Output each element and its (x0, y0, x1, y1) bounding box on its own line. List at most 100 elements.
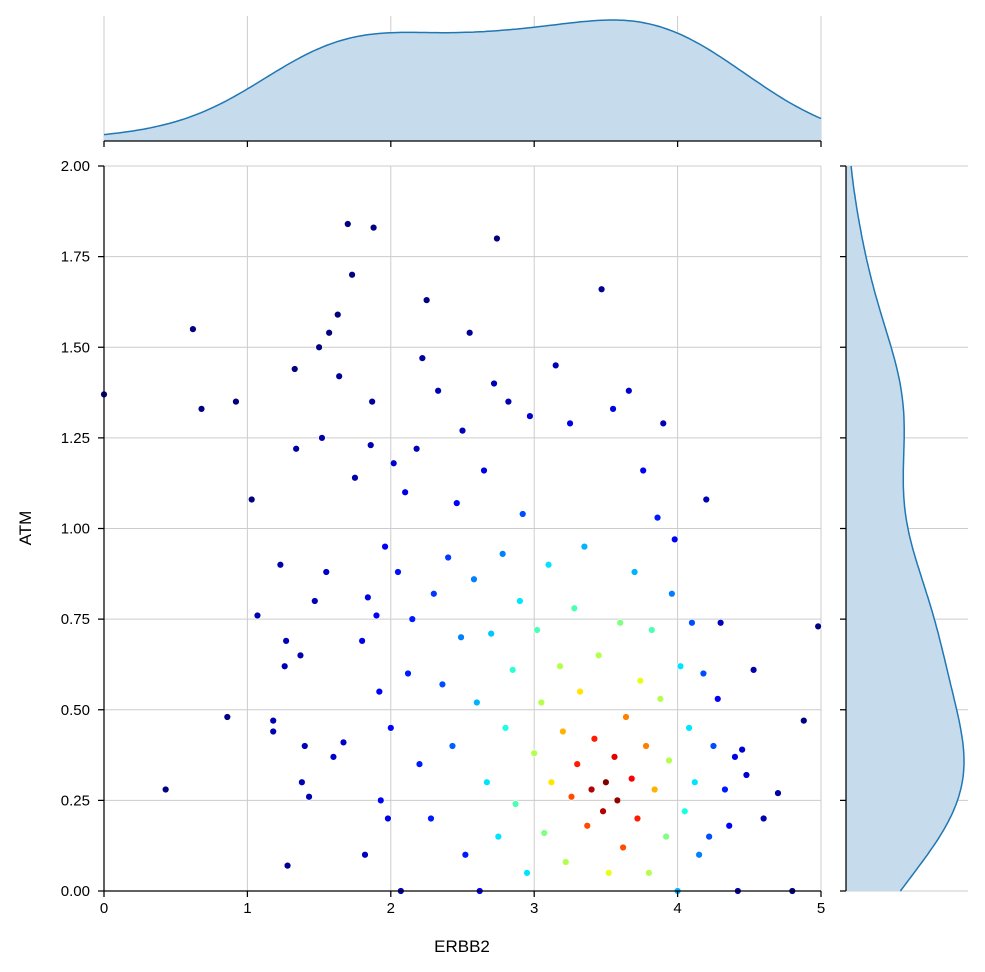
data-point (738, 745, 746, 754)
data-point (418, 354, 427, 362)
data-point (197, 405, 206, 413)
data-point (731, 753, 739, 761)
data-point (367, 441, 375, 449)
y-tick-label: 2.00 (61, 158, 90, 175)
data-point (269, 727, 277, 736)
data-point (339, 738, 348, 747)
data-point (412, 445, 421, 453)
data-point (602, 778, 610, 786)
data-point (223, 713, 232, 721)
x-tick-label: 5 (817, 900, 825, 917)
data-point (636, 677, 645, 685)
data-point (665, 756, 673, 765)
data-point (422, 296, 431, 304)
data-point (645, 869, 653, 877)
data-point (494, 832, 503, 841)
data-point (377, 796, 385, 805)
data-point (369, 223, 378, 232)
data-point (616, 619, 624, 627)
data-point (552, 361, 560, 370)
data-point (622, 713, 630, 721)
data-point (248, 495, 256, 504)
data-point (384, 814, 392, 823)
data-point (668, 590, 676, 598)
x-tick-label: 4 (673, 900, 681, 917)
data-point (351, 474, 359, 482)
data-point (404, 669, 412, 678)
y-tick-label: 0.25 (61, 792, 90, 809)
data-point (774, 789, 782, 797)
data-point (653, 513, 662, 522)
data-point (444, 553, 452, 562)
data-point (633, 814, 642, 823)
data-point (742, 771, 751, 779)
data-point (483, 778, 491, 786)
data-point (322, 568, 330, 576)
y-tick-label: 1.75 (61, 249, 90, 266)
data-point (537, 698, 546, 707)
data-point (501, 724, 510, 732)
data-point (605, 869, 613, 877)
right-kde-line (850, 165, 965, 892)
data-point (659, 419, 667, 428)
data-point (189, 325, 197, 333)
scatter-points (100, 220, 822, 895)
data-point (344, 220, 352, 228)
data-point (642, 742, 650, 750)
data-point (573, 760, 581, 768)
data-point (457, 633, 465, 641)
data-point (361, 851, 369, 859)
data-point (315, 343, 323, 351)
data-point (368, 397, 376, 406)
tick-labels: 0 1 2 3 4 5 0.00 0.25 0.50 0.75 1.00 1.25 1.50 1.75 2.… (61, 158, 825, 917)
data-point (699, 669, 708, 678)
data-point (487, 629, 495, 638)
data-point (562, 858, 570, 866)
data-point (292, 445, 300, 453)
main-grid (103, 165, 822, 892)
ticks (98, 141, 846, 897)
data-point (540, 829, 548, 837)
data-point (253, 611, 262, 620)
top-kde-line (103, 19, 822, 136)
data-point (348, 271, 356, 279)
data-point (725, 822, 733, 830)
data-point (685, 724, 693, 732)
data-point (401, 488, 409, 496)
data-point (291, 365, 299, 373)
top-kde-fill (104, 20, 821, 141)
data-point (298, 778, 306, 786)
data-point (372, 611, 381, 620)
data-point (705, 832, 713, 841)
data-point (329, 753, 338, 761)
data-point (544, 561, 553, 569)
data-point (508, 666, 517, 674)
data-point (610, 753, 619, 761)
data-point (671, 535, 679, 544)
data-point (567, 793, 576, 801)
data-point (580, 542, 589, 551)
data-point (759, 814, 768, 823)
data-point (590, 735, 599, 743)
data-point (630, 568, 639, 576)
data-point (465, 329, 474, 337)
data-point (814, 622, 822, 631)
data-point (470, 575, 478, 583)
right-kde-fill (846, 166, 964, 891)
data-point (408, 615, 417, 623)
data-point (676, 662, 685, 670)
axes (103, 140, 847, 892)
data-point (681, 807, 689, 815)
data-point (556, 662, 564, 670)
data-point (597, 285, 606, 293)
data-point (609, 405, 617, 413)
data-point (375, 687, 384, 696)
data-point (570, 604, 579, 612)
y-tick-label: 0.00 (61, 883, 90, 900)
data-point (800, 716, 808, 725)
data-point (430, 590, 438, 598)
x-tick-label: 2 (387, 900, 395, 917)
data-point (364, 593, 372, 602)
data-point (533, 626, 541, 634)
data-point (311, 597, 319, 605)
